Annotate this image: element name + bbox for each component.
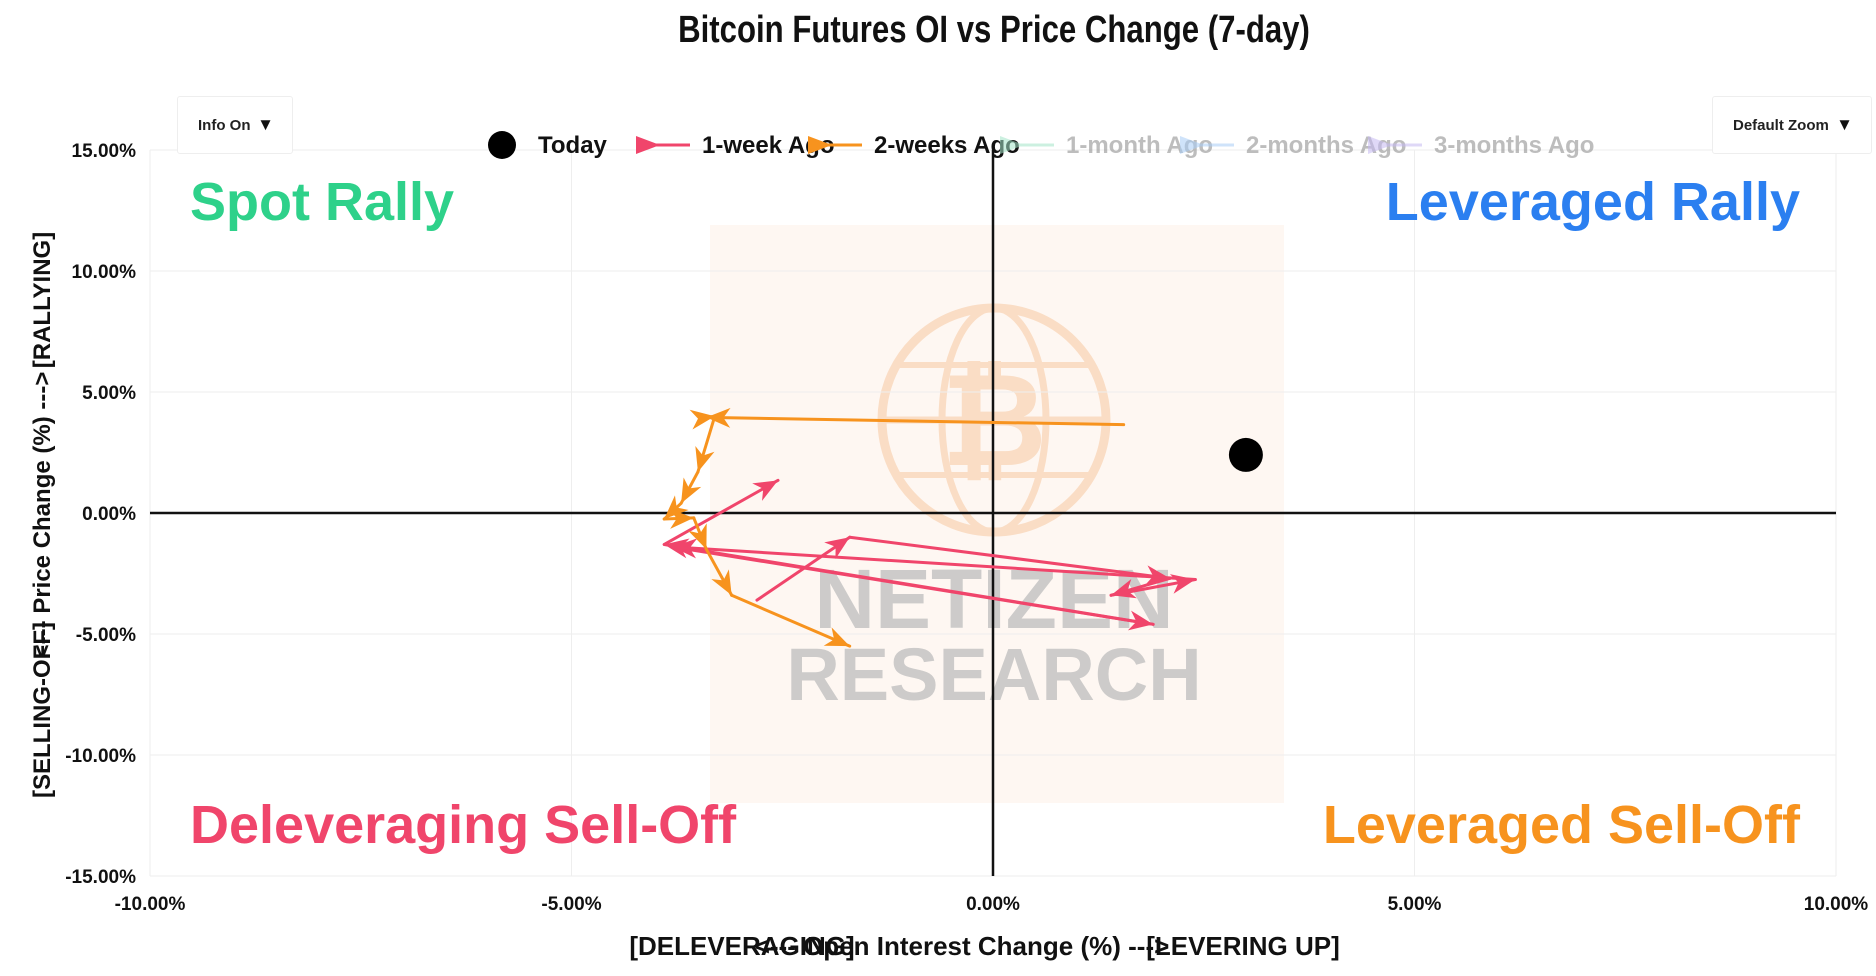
y-axis-label-part: <--- Price Change (%) ---> <box>29 372 56 659</box>
legend-arrow-icon <box>808 136 832 154</box>
chart-title: Bitcoin Futures OI vs Price Change (7-da… <box>678 9 1310 51</box>
data-segment <box>662 542 1155 626</box>
x-tick-labels: -10.00% -5.00% 0.00% 5.00% 10.00% <box>115 894 1869 915</box>
y-tick-label: -5.00% <box>76 625 136 646</box>
arrowhead <box>752 480 779 501</box>
x-axis-label-part: <--- Open Interest Change (%) ---> <box>755 931 1170 961</box>
data-segment <box>704 415 1126 427</box>
y-tick-labels: 15.00% 10.00% 5.00% 0.00% -5.00% -10.00% -15.0… <box>65 141 136 888</box>
y-tick-label: 0.00% <box>82 504 136 525</box>
data-segment <box>848 535 1172 580</box>
series-today <box>1228 437 1263 472</box>
series-2-weeks-ago <box>662 407 1126 648</box>
legend-dot-icon <box>488 131 516 159</box>
y-tick-label: -15.00% <box>65 867 136 888</box>
legend-arrow-icon <box>1000 136 1024 154</box>
x-tick-label: 0.00% <box>966 894 1020 915</box>
arrowhead <box>664 538 690 559</box>
quadrant-label: Leveraged Rally <box>1386 172 1800 232</box>
quadrant-label: Deleveraging Sell-Off <box>190 795 737 855</box>
arrowhead <box>823 627 850 647</box>
y-axis-label: [SELLING-OFF]<--- Price Change (%) ---> [… <box>29 232 56 798</box>
info-toggle-dropdown[interactable]: Info On ▼ <box>177 96 293 154</box>
legend-item[interactable]: 2-weeks Ago <box>808 132 1020 159</box>
data-segment <box>662 478 780 546</box>
data-segment <box>671 545 1197 582</box>
quadrant-label: Leveraged Sell-Off <box>1323 795 1801 855</box>
x-axis-label: [DELEVERAGING]<--- Open Interest Change … <box>629 931 1339 961</box>
quadrant-labels: Spot Rally Leveraged Rally Deleveraging Se… <box>190 172 1801 855</box>
y-axis-label-part: [SELLING-OFF] <box>29 622 56 798</box>
x-tick-label: 5.00% <box>1388 894 1442 915</box>
y-tick-label: 15.00% <box>72 141 137 162</box>
y-tick-label: 10.00% <box>72 262 137 283</box>
legend-arrow-icon <box>1180 136 1204 154</box>
x-tick-label: -5.00% <box>541 894 601 915</box>
arrowhead <box>1127 610 1154 631</box>
arrowhead <box>689 409 715 430</box>
legend-label: 3-months Ago <box>1434 132 1594 159</box>
arrowhead <box>1144 565 1171 586</box>
arrowhead <box>695 445 715 472</box>
zoom-select-label: Default Zoom <box>1733 116 1829 134</box>
data-point <box>1228 437 1263 472</box>
legend-label: 2-weeks Ago <box>874 132 1020 159</box>
arrowhead <box>711 569 732 596</box>
x-axis-label-part: [LEVERING UP] <box>1146 931 1340 961</box>
quadrant-label: Spot Rally <box>190 172 454 232</box>
arrowhead <box>681 477 702 504</box>
zoom-select-dropdown[interactable]: Default Zoom ▼ <box>1712 96 1872 154</box>
x-tick-label: 10.00% <box>1804 894 1869 915</box>
axes <box>150 150 1836 876</box>
arrowhead <box>824 537 850 559</box>
y-tick-label: 5.00% <box>82 383 136 404</box>
legend: Today 1-week Ago 2-weeks Ago 1-month Ago 2-m… <box>488 131 1594 159</box>
data-segment <box>730 593 852 648</box>
x-axis-label-part: [DELEVERAGING] <box>629 931 854 961</box>
series-1-week-ago <box>662 478 1197 631</box>
chevron-down-icon: ▼ <box>1836 115 1853 134</box>
legend-label: Today <box>538 132 608 159</box>
legend-item[interactable]: Today <box>488 131 608 159</box>
arrowhead <box>664 495 689 520</box>
y-axis-label-part: [RALLYING] <box>29 232 56 368</box>
series-layer <box>662 407 1263 648</box>
legend-arrow-icon <box>636 136 660 154</box>
y-tick-label: -10.00% <box>65 746 136 767</box>
info-toggle-label: Info On <box>198 116 251 134</box>
legend-arrow-icon <box>1368 136 1392 154</box>
arrowhead <box>706 407 731 428</box>
legend-item[interactable]: 1-week Ago <box>636 132 834 159</box>
x-tick-label: -10.00% <box>115 894 186 915</box>
chevron-down-icon: ▼ <box>257 115 274 134</box>
legend-item[interactable]: 3-months Ago <box>1368 132 1594 159</box>
arrowhead <box>688 523 707 550</box>
arrowhead <box>669 508 694 529</box>
